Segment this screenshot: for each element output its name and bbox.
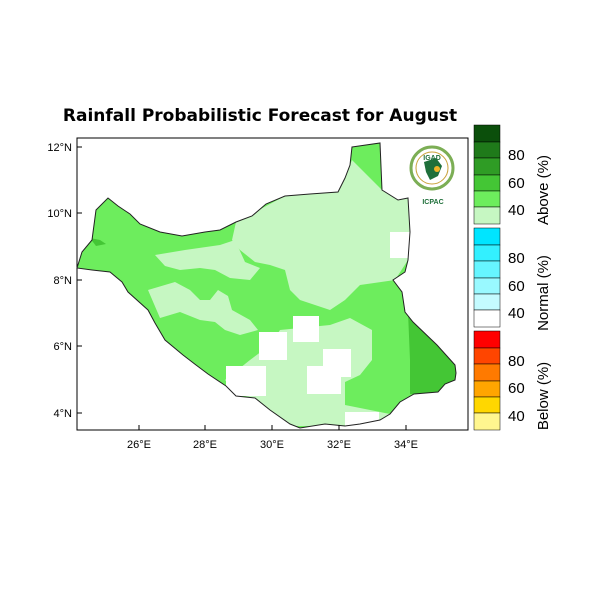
- country-border: [76, 142, 457, 429]
- lon-label-34e: 34°E: [394, 439, 418, 451]
- logo-subtext: ICPAC: [422, 199, 443, 206]
- lon-label-28e: 28°E: [193, 439, 217, 451]
- forecast-shading: [77, 143, 456, 428]
- lon-label-32e: 32°E: [327, 439, 351, 451]
- colorbar-above-label-80: 80: [508, 147, 525, 164]
- lat-label-4n: 4°N: [54, 408, 73, 420]
- lat-label-8n: 8°N: [54, 275, 73, 287]
- lat-label-6n: 6°N: [54, 341, 73, 353]
- lat-label-12n: 12°N: [47, 142, 72, 154]
- colorbar-above-label-60: 60: [508, 175, 525, 192]
- logo-name: IGAD: [423, 155, 441, 162]
- lon-label-26e: 26°E: [127, 439, 151, 451]
- colorbar-normal-label-60: 60: [508, 278, 525, 295]
- lon-label-30e: 30°E: [260, 439, 284, 451]
- colorbar-normal-label-40: 40: [508, 305, 525, 322]
- colorbar-below-label-40: 40: [508, 408, 525, 425]
- colorbar-above: [473, 124, 501, 225]
- lat-label-10n: 10°N: [47, 208, 72, 220]
- region-prob-60-70: [408, 312, 456, 394]
- lon-axis: [138, 425, 407, 430]
- map-title: Rainfall Probabilistic Forecast for Augu…: [62, 106, 458, 126]
- colorbar-below-title: Below (%): [535, 362, 552, 430]
- colorbar-below: [473, 330, 501, 431]
- colorbar-below-label-60: 60: [508, 380, 525, 397]
- colorbar-above-label-40: 40: [508, 202, 525, 219]
- colorbar-above-title: Above (%): [535, 155, 552, 225]
- colorbar-normal: [473, 227, 501, 328]
- lat-axis: [77, 146, 82, 414]
- colorbar-normal-label-80: 80: [508, 250, 525, 267]
- colorbar-normal-title: Normal (%): [535, 255, 552, 331]
- region-prob-60-70-west: [90, 238, 106, 246]
- colorbar-below-label-80: 80: [508, 353, 525, 370]
- igad-logo: IGAD ICPAC: [409, 145, 455, 206]
